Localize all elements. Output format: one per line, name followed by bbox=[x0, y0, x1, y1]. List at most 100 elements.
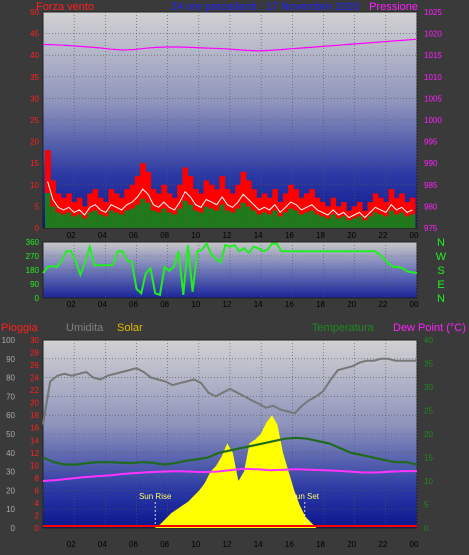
temperature-y-tick: 25 bbox=[424, 407, 433, 416]
wind-bar bbox=[145, 171, 152, 228]
wind-bar bbox=[288, 184, 294, 228]
top-x-tick: 10 bbox=[191, 231, 200, 240]
wind-avg-bar bbox=[367, 216, 374, 228]
wind-avg-bar bbox=[346, 220, 352, 228]
compass-label: E bbox=[437, 279, 444, 291]
wind-bar bbox=[277, 202, 284, 228]
wind-y-tick: 0 bbox=[35, 224, 40, 233]
wind-bar bbox=[182, 167, 189, 228]
wind-avg-bar bbox=[177, 208, 183, 228]
wind-avg-bar bbox=[208, 208, 215, 228]
wind-bar bbox=[55, 193, 62, 228]
direction-y-tick: 360 bbox=[26, 238, 40, 247]
wind-avg-bar bbox=[156, 212, 162, 228]
wind-avg-bar bbox=[45, 193, 51, 228]
humidity-y-tick: 0 bbox=[11, 524, 16, 533]
wind-avg-bar bbox=[314, 214, 321, 228]
top-x-tick: 06 bbox=[129, 231, 138, 240]
wind-bar bbox=[330, 197, 337, 228]
wind-y-tick: 30 bbox=[30, 94, 39, 103]
wind-avg-bar bbox=[129, 208, 136, 228]
top-x-tick: 04 bbox=[98, 231, 107, 240]
wind-avg-bar bbox=[50, 206, 56, 228]
wind-bar bbox=[356, 202, 363, 228]
wind-avg-bar bbox=[187, 204, 194, 228]
wind-avg-bar bbox=[193, 210, 199, 228]
wind-bar bbox=[214, 189, 220, 228]
wind-bar bbox=[198, 193, 204, 228]
wind-avg-bar bbox=[124, 210, 130, 228]
plot-backgrounds bbox=[42, 11, 418, 529]
wind-avg-bar bbox=[182, 200, 189, 228]
rain-y-tick: 24 bbox=[30, 374, 39, 383]
wind-avg-bar bbox=[203, 206, 210, 228]
wind-bar bbox=[272, 189, 278, 228]
wind-avg-bar bbox=[97, 214, 104, 228]
wind-y-tick: 5 bbox=[35, 202, 40, 211]
direction-y-tick: 90 bbox=[30, 280, 39, 289]
sunset-label: Sun Set bbox=[291, 492, 320, 501]
wind-avg-bar bbox=[235, 208, 241, 228]
wind-bar bbox=[304, 193, 310, 228]
temperature-y-tick: 35 bbox=[424, 360, 433, 369]
rain-y-tick: 6 bbox=[35, 486, 40, 495]
humidity-y-tick: 70 bbox=[6, 392, 15, 401]
mid-x-tick: 00 bbox=[410, 300, 419, 309]
pressure-y-tick: 1025 bbox=[424, 8, 442, 17]
wind-bar bbox=[171, 197, 178, 228]
wind-avg-bar bbox=[335, 218, 342, 228]
wind-bar bbox=[82, 206, 88, 228]
wind-bar bbox=[293, 189, 300, 228]
wind-bar bbox=[129, 184, 136, 228]
wind-bar bbox=[92, 189, 99, 228]
wind-bar bbox=[256, 197, 263, 228]
wind-avg-bar bbox=[256, 214, 263, 228]
pressure-y-tick: 1015 bbox=[424, 51, 442, 60]
solar-area bbox=[43, 415, 417, 528]
wind-bar bbox=[367, 202, 374, 228]
rain-y-tick: 18 bbox=[30, 411, 39, 420]
wind-y-tick: 15 bbox=[30, 159, 39, 168]
temperature-line bbox=[42, 436, 418, 466]
mid-x-tick: 22 bbox=[378, 300, 387, 309]
pressure-y-tick: 1005 bbox=[424, 94, 442, 103]
wind-bar bbox=[177, 184, 183, 228]
bot-x-tick: 00 bbox=[410, 540, 419, 549]
pressure-y-tick: 1010 bbox=[424, 73, 442, 82]
series-layer bbox=[42, 38, 418, 528]
top-x-tick: 16 bbox=[285, 231, 294, 240]
wind-bar bbox=[113, 193, 120, 228]
pressure-y-tick: 975 bbox=[424, 224, 438, 233]
wind-bar bbox=[383, 202, 389, 228]
wind-bar bbox=[203, 180, 210, 228]
wind-bar bbox=[119, 197, 125, 228]
wind-avg-bar bbox=[267, 214, 273, 228]
wind-avg-bar bbox=[198, 212, 204, 228]
rain-label: Pioggia bbox=[1, 322, 39, 334]
wind-y-tick: 50 bbox=[30, 8, 39, 17]
top-x-tick: 22 bbox=[378, 231, 387, 240]
wind-bar bbox=[45, 150, 51, 228]
wind-bar bbox=[409, 197, 416, 228]
wind-avg-bar bbox=[224, 210, 231, 228]
wind-bar bbox=[362, 210, 368, 228]
bot-x-tick: 04 bbox=[98, 540, 107, 549]
wind-avg-bar bbox=[145, 202, 152, 228]
bot-x-tick: 08 bbox=[160, 540, 169, 549]
temperature-label: Temperatura bbox=[312, 322, 375, 334]
humidity-y-tick: 60 bbox=[6, 411, 15, 420]
bot-x-tick: 18 bbox=[316, 540, 325, 549]
mid-x-tick: 14 bbox=[254, 300, 263, 309]
pressure-label: Pressione bbox=[369, 1, 418, 13]
wind-avg-bar bbox=[362, 220, 368, 228]
wind-avg-bar bbox=[161, 208, 167, 228]
mid-x-tick: 10 bbox=[191, 300, 200, 309]
rain-y-tick: 22 bbox=[30, 386, 39, 395]
wind-avg-bar bbox=[171, 214, 178, 228]
top-x-tick: 12 bbox=[223, 231, 232, 240]
top-x-tick: 08 bbox=[160, 231, 169, 240]
bot-x-tick: 14 bbox=[254, 540, 263, 549]
top-chart-title: 24 ore precedenti : 17 Novembre 2020 bbox=[171, 1, 359, 13]
top-x-tick: 02 bbox=[67, 231, 76, 240]
dewpoint-line bbox=[42, 467, 417, 482]
